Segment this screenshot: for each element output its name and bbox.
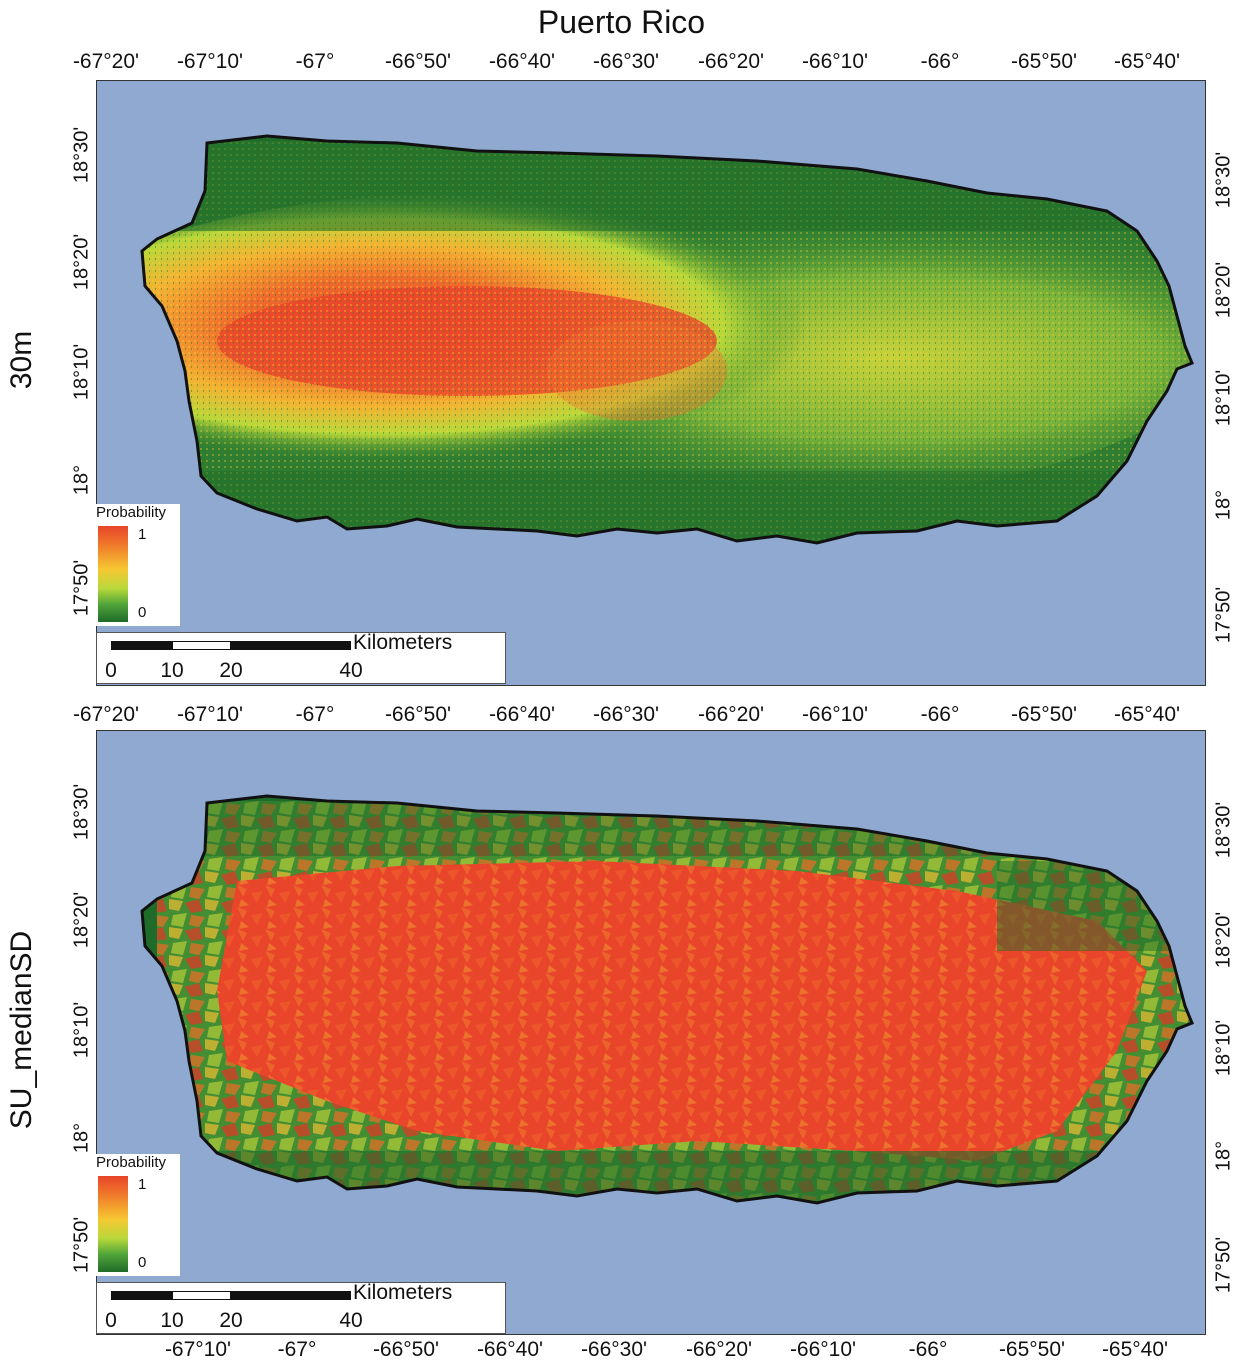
legend-title: Probability bbox=[96, 1154, 167, 1171]
lat-label: 18° bbox=[1212, 1140, 1235, 1172]
lon-label: -66° bbox=[920, 50, 960, 73]
lat-label: 18°30' bbox=[1212, 801, 1235, 859]
lon-label: -66°20' bbox=[685, 1338, 753, 1361]
lon-label: -66°50' bbox=[372, 1338, 440, 1361]
lon-label: -66°10' bbox=[801, 703, 869, 726]
lon-label: -66°30' bbox=[592, 703, 660, 726]
scalebar-panel-su-mediansd: Kilometers 0 10 20 40 bbox=[96, 1281, 506, 1334]
lon-label: -67° bbox=[295, 50, 335, 73]
coastline bbox=[140, 134, 1194, 545]
legend-low-label: 0 bbox=[138, 604, 147, 621]
lon-label: -66°50' bbox=[384, 703, 452, 726]
lat-label: 18°30' bbox=[1212, 151, 1235, 209]
scale-tick: 0 bbox=[105, 1309, 117, 1332]
scale-tick: 10 bbox=[160, 659, 184, 682]
lon-label: -66°10' bbox=[789, 1338, 857, 1361]
lon-label: -66°20' bbox=[697, 50, 765, 73]
map-title: Puerto Rico bbox=[537, 4, 706, 40]
scale-tick: 0 bbox=[105, 659, 117, 682]
scale-tick: 20 bbox=[219, 1309, 243, 1332]
panel-label-30m: 30m bbox=[5, 330, 38, 390]
lon-label: -66° bbox=[908, 1338, 948, 1361]
lat-label: 17°50' bbox=[1212, 586, 1235, 644]
lat-label: 17°50' bbox=[70, 1216, 93, 1274]
map-frame-su-mediansd bbox=[96, 730, 1206, 1335]
lon-label: -65°40' bbox=[1101, 1338, 1169, 1361]
lon-label: -67°20' bbox=[72, 703, 140, 726]
map-su-mediansd bbox=[140, 794, 1194, 1205]
scale-segment bbox=[231, 1291, 351, 1300]
lat-label: 17°50' bbox=[70, 559, 93, 617]
scale-tick: 40 bbox=[339, 659, 363, 682]
scale-segment bbox=[172, 1291, 231, 1300]
lon-label: -66°40' bbox=[488, 50, 556, 73]
scalebar-panel-30m: Kilometers 0 10 20 40 bbox=[96, 631, 506, 684]
lat-label: 18°10' bbox=[1212, 1019, 1235, 1077]
map-30m bbox=[140, 134, 1194, 545]
lon-label: -65°50' bbox=[1010, 50, 1078, 73]
scale-segment bbox=[231, 641, 351, 650]
lon-label: -67°20' bbox=[72, 50, 140, 73]
lat-label: 18°20' bbox=[70, 233, 93, 291]
lat-label: 18° bbox=[1212, 489, 1235, 521]
lon-axis-bottom: -67°10' -67° -66°50' -66°40' -66°30' -66… bbox=[0, 1338, 1243, 1364]
lon-label: -67° bbox=[295, 703, 335, 726]
lat-label: 18°20' bbox=[1212, 261, 1235, 319]
legend-title: Probability bbox=[96, 504, 167, 521]
panel-label-su-mediansd: SU_medianSD bbox=[5, 930, 38, 1130]
lon-label: -66°10' bbox=[801, 50, 869, 73]
lon-label: -67°10' bbox=[164, 1338, 232, 1361]
lat-label: 18°10' bbox=[70, 1001, 93, 1059]
lon-label: -66°30' bbox=[580, 1338, 648, 1361]
lat-label: 18°30' bbox=[70, 783, 93, 841]
legend-panel-30m: Probability 1 0 bbox=[96, 504, 180, 626]
legend-panel-su-mediansd: Probability 1 0 bbox=[96, 1154, 180, 1276]
map-frame-30m bbox=[96, 80, 1206, 686]
scale-segment bbox=[111, 641, 172, 650]
lat-label: 18° bbox=[70, 1122, 93, 1154]
lat-label: 18°10' bbox=[70, 343, 93, 401]
scale-segment bbox=[172, 641, 231, 650]
legend-high-label: 1 bbox=[138, 526, 147, 543]
legend-color-ramp bbox=[98, 526, 128, 622]
legend-color-ramp bbox=[98, 1176, 128, 1272]
lat-label: 18°10' bbox=[1212, 369, 1235, 427]
lon-label: -65°50' bbox=[1010, 703, 1078, 726]
lat-label: 18° bbox=[70, 464, 93, 496]
scale-segment bbox=[111, 1291, 172, 1300]
lon-label: -66°40' bbox=[476, 1338, 544, 1361]
lat-label: 18°30' bbox=[70, 126, 93, 184]
lon-label: -67°10' bbox=[176, 703, 244, 726]
scale-tick: 10 bbox=[160, 1309, 184, 1332]
scale-units: Kilometers bbox=[353, 1281, 453, 1304]
lat-label: 17°50' bbox=[1212, 1236, 1235, 1294]
lon-axis-middle: -67°20' -67°10' -67° -66°50' -66°40' -66… bbox=[0, 703, 1243, 729]
coastline bbox=[140, 794, 1194, 1205]
lon-label: -66°30' bbox=[592, 50, 660, 73]
lon-axis-top: -67°20' -67°10' -67° -66°50' -66°40' -66… bbox=[0, 50, 1243, 76]
lat-label: 18°20' bbox=[70, 891, 93, 949]
lon-label: -65°50' bbox=[998, 1338, 1066, 1361]
legend-high-label: 1 bbox=[138, 1176, 147, 1193]
lon-label: -67°10' bbox=[176, 50, 244, 73]
lon-label: -65°40' bbox=[1113, 703, 1181, 726]
lon-label: -66° bbox=[920, 703, 960, 726]
legend-low-label: 0 bbox=[138, 1254, 147, 1271]
scale-tick: 20 bbox=[219, 659, 243, 682]
lon-label: -66°40' bbox=[488, 703, 556, 726]
lon-label: -67° bbox=[277, 1338, 317, 1361]
lon-label: -65°40' bbox=[1113, 50, 1181, 73]
lon-label: -66°50' bbox=[384, 50, 452, 73]
scale-tick: 40 bbox=[339, 1309, 363, 1332]
lon-label: -66°20' bbox=[697, 703, 765, 726]
lat-label: 18°20' bbox=[1212, 911, 1235, 969]
scale-units: Kilometers bbox=[353, 631, 453, 654]
